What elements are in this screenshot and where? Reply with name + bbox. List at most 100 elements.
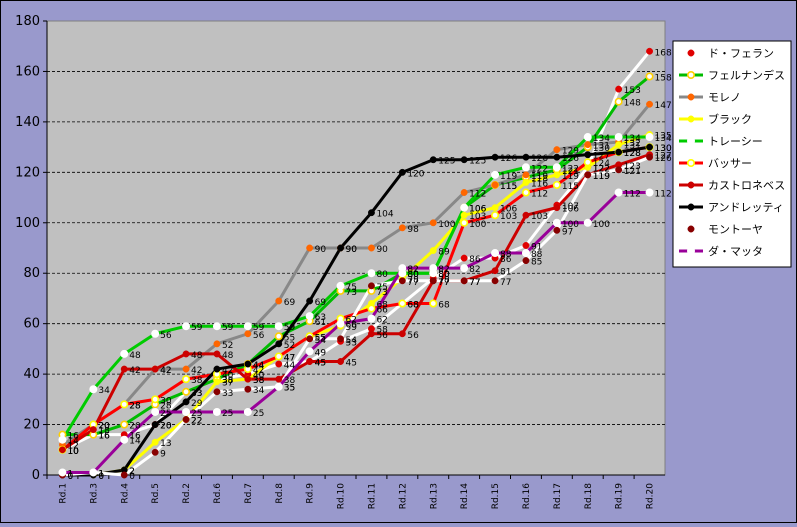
data-label: 81: [500, 268, 511, 278]
series-point-4: [58, 435, 67, 444]
series-point-7: [646, 143, 653, 151]
legend-marker-0: [687, 49, 695, 57]
series-point-4: [305, 312, 314, 321]
legend-marker-7: [687, 203, 695, 211]
data-label: 80: [438, 270, 450, 280]
data-label: 86: [500, 255, 512, 265]
series-point-3: [213, 378, 221, 386]
data-label: 124: [593, 159, 610, 169]
data-label: 68: [407, 300, 419, 310]
data-label: 68: [407, 300, 419, 310]
data-label: 100: [469, 220, 486, 230]
data-label: 77: [469, 278, 480, 288]
data-label: 122: [562, 164, 579, 174]
series-point-2: [182, 365, 190, 373]
data-label: 119: [593, 172, 610, 182]
series-point-4: [367, 269, 376, 278]
data-label: 119: [562, 172, 579, 182]
data-label: 2: [129, 467, 135, 477]
series-point-6: [89, 426, 97, 434]
data-label: 122: [593, 164, 610, 174]
series-point-7: [275, 340, 283, 348]
data-label: 85: [531, 258, 542, 268]
data-label: 73: [376, 288, 387, 298]
data-label: 16: [129, 432, 141, 442]
series-point-9: [89, 468, 98, 477]
series-point-9: [398, 264, 407, 273]
series-point-2: [275, 297, 283, 305]
series-point-4: [552, 163, 561, 172]
data-label: 103: [469, 212, 486, 222]
series-point-4: [645, 133, 654, 142]
series-point-6: [182, 350, 190, 358]
data-label: 20: [98, 422, 110, 432]
data-label: 0: [67, 472, 73, 482]
legend-label-1: フェルナンデス: [708, 68, 785, 82]
series-point-5: [429, 299, 438, 308]
x-tick-label: Rd.7: [244, 483, 254, 504]
data-label: 120: [407, 169, 424, 179]
data-label: 16: [98, 432, 110, 442]
series-point-7: [151, 421, 159, 429]
series-point-5: [521, 188, 530, 197]
data-label: 28: [129, 401, 141, 411]
y-tick-label: 60: [23, 317, 40, 332]
data-label: 78: [438, 275, 450, 285]
x-tick-label: Rd.17: [553, 483, 563, 509]
data-label: 22: [191, 417, 202, 427]
data-label: 129: [562, 147, 579, 157]
legend-label-9: ダ・マッタ: [708, 244, 763, 258]
data-label: 25: [222, 409, 233, 419]
data-label: 1: [98, 469, 104, 479]
x-tick-label: Rd.8: [275, 483, 285, 504]
y-tick-label: 40: [23, 367, 40, 382]
data-label: 148: [624, 99, 641, 109]
series-point-7: [306, 297, 314, 305]
series-point-8: [553, 226, 561, 234]
data-label: 98: [407, 225, 419, 235]
data-label: 66: [376, 306, 388, 316]
data-label: 90: [346, 245, 358, 255]
data-label: 80: [407, 270, 419, 280]
series-point-9: [460, 264, 469, 273]
data-label: 59: [253, 323, 265, 333]
series-point-2: [522, 171, 530, 179]
data-label: 125: [438, 157, 455, 167]
data-label: 100: [562, 220, 579, 230]
x-tick-label: Rd.14: [460, 483, 470, 510]
series-line-8: [62, 155, 651, 477]
data-label: 80: [407, 270, 419, 280]
data-label: 112: [531, 190, 548, 200]
series-point-7: [337, 244, 344, 252]
data-label: 135: [655, 132, 672, 142]
data-label: 16: [67, 432, 79, 442]
data-label: 2: [129, 467, 135, 477]
data-label: 73: [346, 288, 357, 298]
data-label: 55: [284, 333, 295, 343]
data-label: 90: [315, 245, 327, 255]
data-label: 130: [593, 144, 610, 154]
series-point-1: [120, 420, 129, 429]
data-label: 42: [129, 366, 140, 376]
data-label: 106: [500, 205, 517, 215]
y-tick-label: 160: [15, 64, 40, 79]
series-point-4: [583, 133, 592, 142]
data-label: 89: [438, 248, 450, 258]
legend-marker-2: [687, 93, 695, 101]
data-label: 13: [160, 439, 171, 449]
y-tick-label: 140: [15, 115, 40, 130]
data-label: 53: [346, 338, 357, 348]
series-point-7: [491, 153, 499, 161]
legend-marker-3: [687, 115, 695, 123]
data-label: 77: [438, 278, 449, 288]
series-point-1: [614, 97, 623, 106]
data-label: 10: [67, 447, 79, 457]
data-label: 35: [284, 384, 295, 394]
data-label: 82: [438, 265, 449, 275]
series-point-9: [243, 407, 252, 416]
data-label: 82: [469, 265, 480, 275]
data-label: 52: [222, 341, 233, 351]
data-label: 45: [346, 359, 357, 369]
series-point-8: [615, 166, 623, 174]
